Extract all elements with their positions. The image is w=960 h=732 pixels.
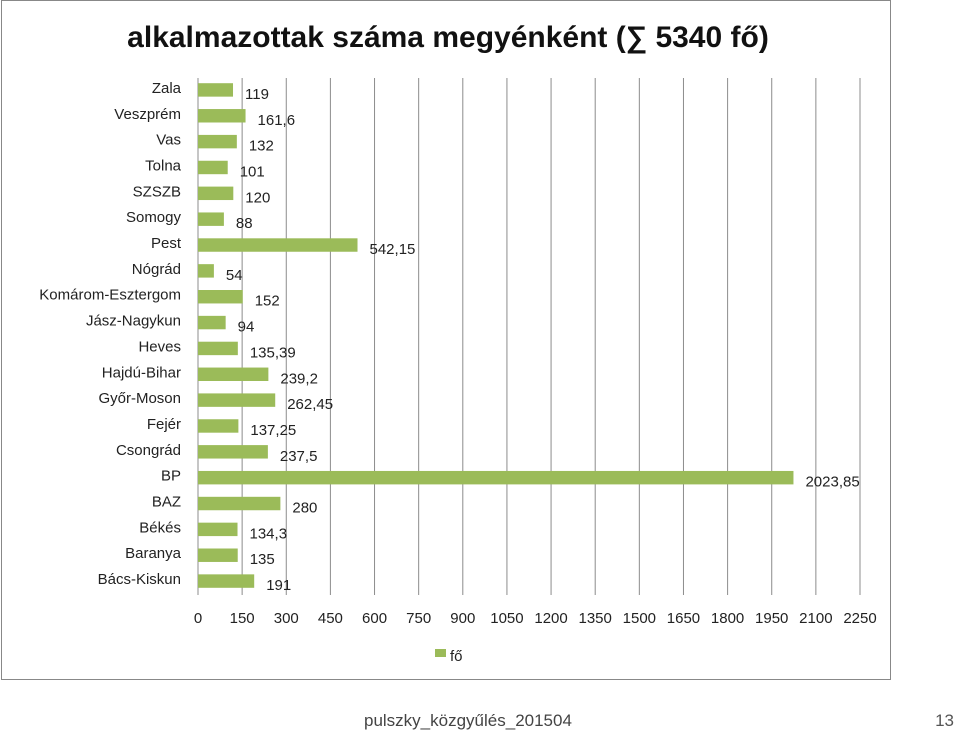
bar [198,522,238,537]
chart-frame: alkalmazottak száma megyénként (∑ 5340 f… [1,0,891,680]
category-label: Tolna [145,157,182,174]
x-tick-label: 1950 [755,610,788,627]
bar [198,393,276,407]
bar [198,212,224,226]
category-label: Csongrád [116,442,181,459]
x-tick-label: 2100 [799,610,832,627]
x-tick-label: 1350 [579,610,612,627]
category-label: Jász-Nagykun [86,313,181,330]
x-tick-label: 1050 [490,610,523,627]
category-label: Veszprém [114,106,181,123]
page-number: 13 [935,711,954,730]
bar [198,315,226,330]
data-label: 135 [250,551,275,568]
x-tick-label: 1800 [711,610,744,627]
category-label: Pest [151,235,182,252]
legend-swatch [435,649,446,657]
bar [198,367,269,381]
category-label: Győr-Moson [98,390,181,407]
bar [198,445,268,459]
x-tick-label: 1200 [534,610,567,627]
bar [198,264,214,278]
category-label: Baranya [125,545,182,562]
data-label: 152 [255,293,280,310]
bar [198,238,358,252]
data-label: 119 [245,86,269,103]
x-tick-label: 300 [274,610,299,627]
bar [198,83,234,97]
legend: fő [435,648,463,665]
gridlines [241,78,861,595]
data-label: 134,3 [250,525,288,542]
x-tick-label: 2250 [843,610,876,627]
category-label: Komárom-Esztergom [39,287,181,304]
x-tick-label: 450 [318,610,343,627]
data-label: 542,15 [370,241,416,258]
category-label: Heves [138,338,181,355]
category-label: Hajdú-Bihar [102,364,181,381]
bar [198,470,794,485]
category-label: Nógrád [132,261,181,278]
chart-title: alkalmazottak száma megyénként (∑ 5340 f… [127,21,769,54]
category-label: Fejér [147,416,181,433]
data-label: 94 [238,319,255,336]
data-label: 191 [266,577,291,594]
bar [198,548,238,562]
bar [198,109,246,123]
data-label: 161,6 [258,112,296,129]
bar [198,290,243,304]
data-label: 262,45 [287,396,333,413]
bars [198,83,794,588]
bar [198,186,234,201]
bar [198,419,239,433]
category-label: BAZ [152,494,181,511]
data-label: 135,39 [250,344,296,361]
x-tick-labels: 0 150 300 450 600 750 900 1050 1200 1350 1500 1650 1… [194,610,877,627]
x-tick-label: 600 [362,610,387,627]
data-label: 237,5 [280,448,318,465]
data-label: 239,2 [280,370,318,387]
category-label: Somogy [126,209,182,226]
x-tick-label: 0 [194,610,202,627]
data-label: 54 [226,267,243,284]
data-label: 132 [249,138,274,155]
bar [198,341,238,356]
category-label: SZSZB [133,183,181,200]
bar-chart: alkalmazottak száma megyénként (∑ 5340 f… [39,21,877,665]
bar [198,496,281,511]
bar [198,574,255,588]
x-tick-label: 750 [406,610,431,627]
data-label: 88 [236,215,253,232]
category-label: Vas [156,132,181,149]
legend-label: fő [450,648,463,665]
data-label: 120 [245,189,270,206]
category-label: Békés [139,519,181,536]
category-label: Zala [152,80,182,97]
x-tick-label: 1650 [667,610,700,627]
data-label: 101 [240,163,265,180]
x-tick-label: 900 [450,610,475,627]
data-label: 137,25 [250,422,296,439]
data-label: 2023,85 [805,474,859,491]
bar [198,134,237,149]
x-tick-label: 1500 [623,610,656,627]
x-tick-label: 150 [230,610,255,627]
footer-caption: pulszky_közgyűlés_201504 [364,711,572,730]
category-labels: Zala Veszprém Vas Tolna SZSZB Somogy Pest Nógrá… [39,80,182,588]
bar [198,160,228,175]
category-label: BP [161,468,181,485]
data-label: 280 [292,500,317,517]
category-label: Bács-Kiskun [98,571,181,588]
